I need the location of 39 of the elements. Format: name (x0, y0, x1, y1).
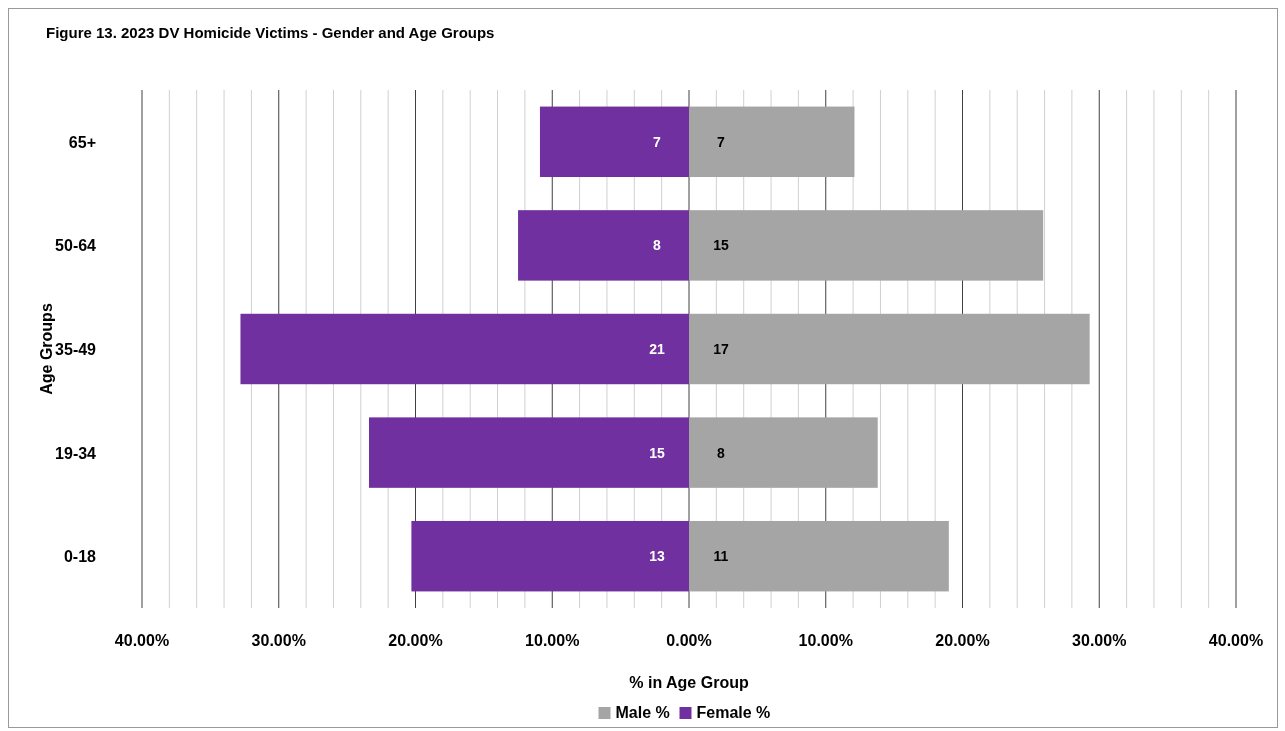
y-tick-label: 0-18 (63, 548, 97, 566)
bar (539, 106, 689, 178)
legend-label: Female % (696, 704, 771, 721)
y-tick-label: 65+ (68, 133, 96, 151)
bar (689, 106, 855, 178)
annotation: 13 (649, 548, 665, 565)
bar (689, 210, 1044, 281)
bar (411, 520, 689, 592)
bar (240, 313, 689, 385)
bar (689, 313, 1090, 385)
chart-title: Figure 13. 2023 DV Homicide Victims - Gender and Age Groups (46, 24, 495, 41)
y-tick-label: 50-64 (55, 237, 97, 255)
x-tick-label: 30.00% (1072, 632, 1127, 649)
annotation: 8 (717, 444, 726, 461)
annotation: 15 (713, 237, 729, 254)
x-tick-label: 20.00% (388, 632, 443, 649)
y-tick-label: 19-34 (55, 444, 97, 462)
legend-label: Male % (615, 704, 670, 721)
bar (369, 417, 689, 488)
annotation: 7 (653, 133, 662, 150)
annotation: 8 (653, 237, 662, 254)
bar (689, 417, 878, 488)
annotation: 17 (713, 341, 729, 357)
annotation: 7 (717, 133, 726, 150)
x-tick-label: 0.00% (666, 632, 712, 649)
x-tick-label: 10.00% (798, 632, 853, 649)
y-tick-label: 35-49 (55, 341, 97, 358)
y-axis-title: Age Groups (38, 303, 55, 395)
x-tick-label: 40.00% (114, 632, 170, 649)
annotation: 15 (649, 444, 665, 461)
x-tick-label: 10.00% (525, 632, 580, 649)
bar (518, 210, 689, 281)
annotation: 21 (649, 341, 665, 357)
x-tick-label: 40.00% (1208, 632, 1264, 649)
annotation: 11 (713, 548, 729, 565)
x-tick-label: 30.00% (251, 632, 306, 649)
bar (689, 520, 949, 592)
x-axis-title: % in Age Group (629, 674, 749, 691)
x-tick-label: 20.00% (935, 632, 990, 649)
